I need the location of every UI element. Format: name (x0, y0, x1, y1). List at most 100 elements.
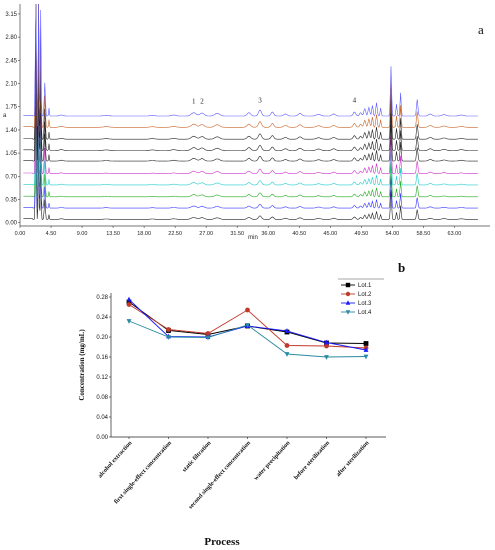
y-tick-label: 0.70 (5, 174, 17, 180)
y-tick-label: 0.00 (5, 221, 17, 227)
x-tick-label: 27.00 (199, 231, 213, 237)
peak-label: 1 (192, 98, 196, 106)
data-point (363, 347, 369, 352)
y-tick-label: 2.45 (5, 58, 17, 64)
peak-label: 4 (353, 96, 357, 104)
data-point (126, 302, 132, 307)
series (126, 299, 369, 346)
x-tick-label: before sterilization (293, 439, 332, 481)
x-tick-label: water precipitation (253, 439, 292, 482)
chromatogram-x-ticks: 0.00 4.50 9.00 13.50 18.00 22.50 27.00 31.50 36.… (15, 226, 462, 237)
x-tick-label: alcohol extraction (97, 439, 134, 479)
data-point (345, 291, 351, 297)
legend-label: Lot.3 (358, 301, 372, 307)
data-point (205, 335, 211, 341)
y-tick-label: 1.40 (5, 128, 17, 134)
legend-box (337, 276, 385, 318)
x-tick-label: 49.50 (354, 231, 368, 237)
x-tick-label: 13.50 (106, 231, 120, 237)
data-point (324, 343, 329, 349)
legend-label: Lot.1 (358, 283, 372, 289)
series (126, 302, 369, 351)
concentration-series (126, 296, 369, 360)
y-tick-label: 0.20 (96, 335, 108, 341)
x-tick-label: 0.00 (15, 231, 26, 237)
data-point (363, 354, 369, 360)
data-point (363, 341, 369, 346)
y-tick-label: 0.08 (96, 395, 108, 401)
chromatogram-traces (23, 3, 478, 220)
x-tick-label: 54.00 (385, 231, 399, 237)
x-tick-label: 36.00 (261, 231, 275, 237)
legend: Lot.1 Lot.2 Lot.3 Lot.4 (337, 276, 385, 318)
y-tick-label: 2.80 (5, 35, 17, 41)
x-tick-label: 40.50 (292, 231, 306, 237)
chromatogram-x-label: min (248, 235, 258, 241)
concentration-y-label: Concentration (mg/mL) (78, 329, 86, 401)
chromatogram-y-label: a (3, 113, 7, 119)
data-point (166, 327, 171, 332)
chromatogram-trace (23, 93, 478, 220)
x-tick-label: 45.00 (323, 231, 337, 237)
y-tick-label: 1.75 (5, 105, 17, 111)
chromatogram-trace (23, 3, 478, 117)
legend-label: Lot.2 (358, 292, 372, 298)
data-point (284, 343, 290, 348)
chromatogram-trace (23, 72, 478, 209)
data-point (166, 335, 171, 340)
data-point (205, 331, 211, 336)
data-point (324, 339, 329, 345)
data-point (345, 300, 351, 305)
chromatogram-y-ticks: 0.00 0.35 0.70 1.05 1.40 1.75 2.10 2.45 2.80 3.15 (5, 12, 20, 227)
y-tick-label: 3.15 (5, 12, 17, 18)
y-tick-label: 0.24 (96, 315, 108, 321)
y-tick-label: 0.35 (5, 197, 17, 203)
data-point (345, 310, 351, 315)
x-tick-label: 22.50 (168, 231, 182, 237)
y-tick-label: 1.05 (5, 151, 17, 157)
x-tick-label: after sterilization (335, 439, 371, 478)
chromatogram-trace (23, 3, 478, 128)
concentration-y-ticks: 0.00 0.04 0.08 0.12 0.16 0.20 0.24 0.28 (96, 295, 111, 441)
data-point (324, 355, 329, 360)
x-tick-label: 31.50 (230, 231, 244, 237)
chromatogram-trace (23, 9, 478, 174)
data-point (126, 319, 132, 324)
data-point (345, 282, 351, 288)
x-tick-label: 18.00 (137, 231, 151, 237)
y-tick-label: 0.04 (96, 415, 108, 421)
chromatogram-trace (23, 51, 478, 198)
legend-label: Lot.4 (358, 310, 372, 316)
chromatogram-trace (23, 3, 478, 151)
concentration-panel: 0.00 0.04 0.08 0.12 0.16 0.20 0.24 0.28 alcohol… (78, 260, 405, 548)
y-tick-label: 0.16 (96, 355, 108, 361)
chromatogram-panel: 0.00 4.50 9.00 13.50 18.00 22.50 27.00 31.50 36.… (3, 3, 490, 241)
data-point (245, 307, 250, 313)
chromatogram-trace (23, 3, 478, 162)
y-tick-label: 0.28 (96, 295, 108, 301)
peak-label: 3 (258, 96, 262, 104)
x-tick-label: 58.50 (417, 231, 431, 237)
chromatogram-trace (23, 3, 478, 140)
x-tick-label: 4.50 (46, 231, 57, 237)
data-point (126, 299, 132, 305)
concentration-x-label: Process (204, 536, 240, 548)
y-tick-label: 2.10 (5, 82, 17, 88)
peak-label: 2 (200, 98, 204, 106)
data-point (284, 328, 290, 333)
panel-b-label: b (398, 260, 405, 275)
data-point (284, 352, 290, 357)
data-point (245, 323, 250, 328)
y-tick-label: 0.12 (96, 375, 108, 381)
data-point (126, 296, 132, 302)
x-tick-label: static filtration (181, 439, 213, 473)
x-tick-label: 63.00 (448, 231, 462, 237)
series (126, 319, 369, 360)
chromatogram-trace (23, 30, 478, 186)
x-tick-label: 9.00 (77, 231, 88, 237)
panel-a-label: a (478, 22, 484, 37)
y-tick-label: 0.00 (96, 435, 108, 441)
